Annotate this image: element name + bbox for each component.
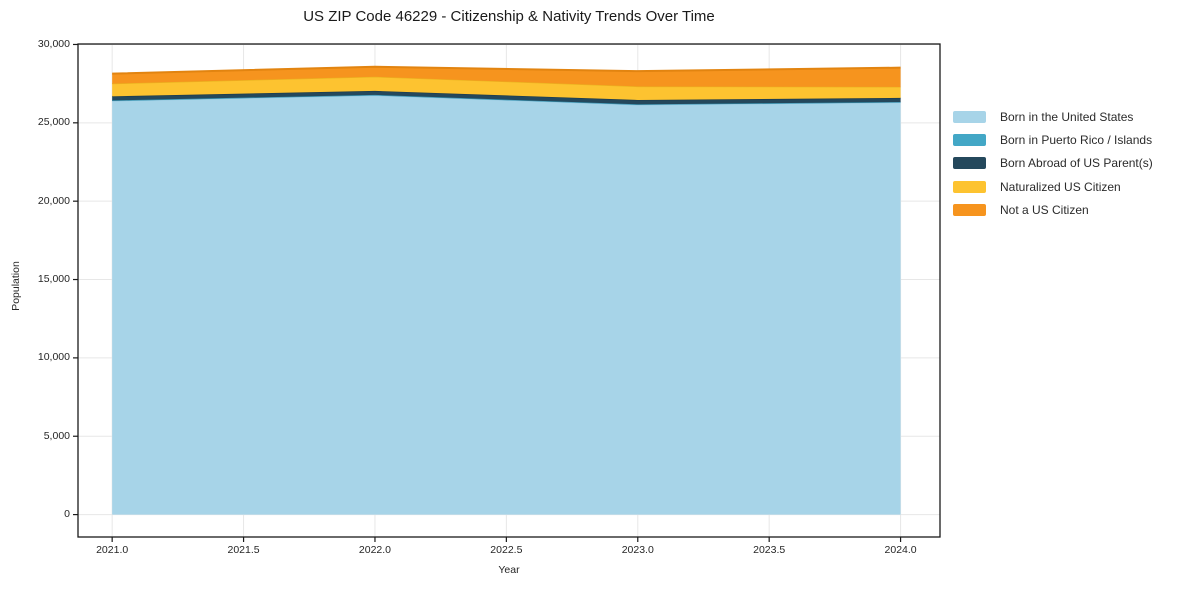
area-series-3 xyxy=(112,76,901,100)
legend-label: Naturalized US Citizen xyxy=(1000,179,1121,194)
x-tick-label: 2023.5 xyxy=(753,544,786,556)
legend-label: Born in Puerto Rico / Islands xyxy=(1000,132,1153,147)
area-series-4-edge xyxy=(112,65,901,75)
legend-label: Born Abroad of US Parent(s) xyxy=(1000,156,1153,171)
y-tick-label: 10,000 xyxy=(37,351,70,364)
area-series-0 xyxy=(112,95,901,515)
y-tick-label: 20,000 xyxy=(37,194,70,207)
x-tick-label: 2024.0 xyxy=(884,544,917,556)
x-tick-label: 2023.0 xyxy=(621,544,654,556)
legend-item: Naturalized US Citizen xyxy=(953,175,1153,198)
legend-label: Not a US Citizen xyxy=(1000,202,1089,217)
legend-item: Born in Puerto Rico / Islands xyxy=(953,128,1153,151)
x-axis-label: Year xyxy=(498,564,520,576)
legend-swatch-icon xyxy=(953,157,986,170)
legend-swatch-icon xyxy=(953,110,986,123)
area-series-2 xyxy=(112,90,901,105)
legend-swatch-icon xyxy=(953,133,986,146)
x-tick-label: 2021.5 xyxy=(227,544,260,556)
chart-title: US ZIP Code 46229 - Citizenship & Nativi… xyxy=(303,8,715,25)
y-tick-label: 15,000 xyxy=(37,273,70,286)
legend-swatch-icon xyxy=(953,203,986,216)
legend-item: Not a US Citizen xyxy=(953,198,1153,221)
y-axis-label: Population xyxy=(10,261,22,311)
y-tick-label: 30,000 xyxy=(37,37,70,50)
legend-item: Born Abroad of US Parent(s) xyxy=(953,152,1153,175)
x-tick-label: 2022.5 xyxy=(490,544,523,556)
legend: Born in the United States Born in Puerto … xyxy=(953,105,1153,221)
legend-swatch-icon xyxy=(953,180,986,193)
y-tick-label: 0 xyxy=(64,508,70,521)
legend-label: Born in the United States xyxy=(1000,109,1134,124)
area-series-4 xyxy=(112,66,901,87)
plot-frame xyxy=(77,43,941,538)
y-tick-label: 5,000 xyxy=(43,429,70,442)
legend-item: Born in the United States xyxy=(953,105,1153,128)
y-tick-label: 25,000 xyxy=(37,116,70,129)
x-tick-label: 2021.0 xyxy=(96,544,129,556)
x-tick-label: 2022.0 xyxy=(358,544,392,556)
